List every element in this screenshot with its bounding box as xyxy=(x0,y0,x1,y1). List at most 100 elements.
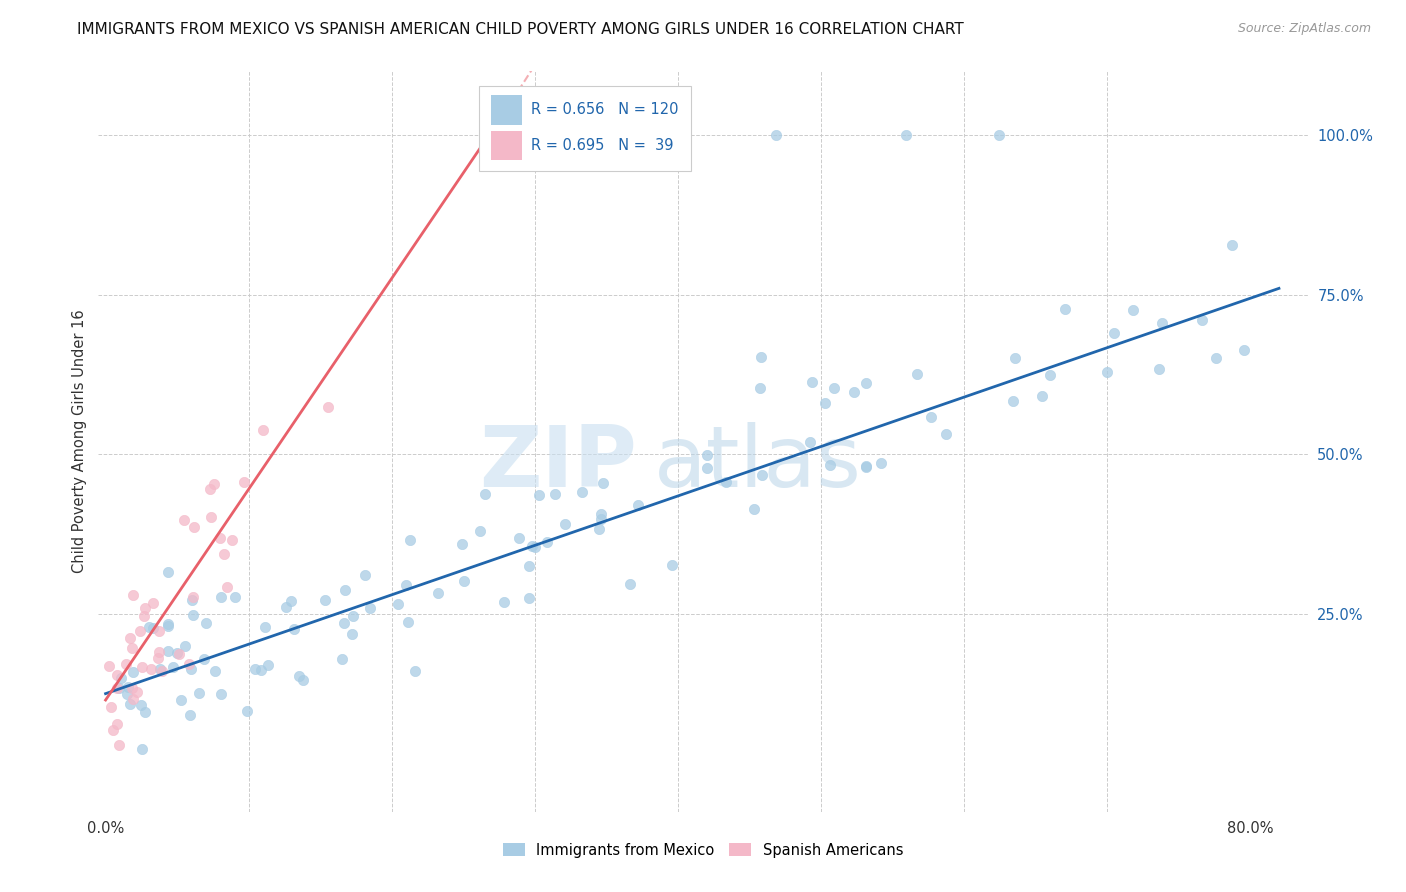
Point xyxy=(820,458,842,473)
FancyBboxPatch shape xyxy=(479,87,690,171)
Point xyxy=(508,531,530,545)
Point xyxy=(215,580,238,594)
Point xyxy=(1122,303,1144,318)
Point xyxy=(288,669,311,683)
Point xyxy=(105,716,128,731)
Point xyxy=(131,698,153,712)
Point xyxy=(129,624,152,638)
Point xyxy=(177,657,200,671)
Point xyxy=(148,624,170,639)
Point xyxy=(524,540,547,554)
Point xyxy=(283,623,305,637)
Point xyxy=(115,657,138,672)
Point xyxy=(453,574,475,589)
Point xyxy=(748,381,770,395)
Point xyxy=(600,128,623,143)
Point xyxy=(855,459,877,474)
Point xyxy=(156,644,179,658)
Point xyxy=(574,128,596,143)
Point xyxy=(121,681,143,695)
Point xyxy=(318,401,340,415)
Point xyxy=(571,484,593,499)
Point xyxy=(110,671,132,685)
Point xyxy=(395,578,418,592)
Point xyxy=(200,510,222,524)
Point xyxy=(714,475,737,489)
Point xyxy=(236,704,259,718)
Point xyxy=(799,434,821,449)
Text: Source: ZipAtlas.com: Source: ZipAtlas.com xyxy=(1237,22,1371,36)
Point xyxy=(988,128,1011,143)
Point xyxy=(107,681,129,695)
Point xyxy=(1233,343,1256,357)
Point xyxy=(118,698,141,712)
Point xyxy=(359,600,381,615)
Point xyxy=(212,547,235,561)
Point xyxy=(105,668,128,682)
Point xyxy=(330,652,353,666)
Point xyxy=(208,531,231,545)
Point xyxy=(280,594,302,608)
Point xyxy=(574,128,596,143)
Point xyxy=(661,558,683,573)
Point xyxy=(170,692,193,706)
Point xyxy=(751,468,773,483)
Point xyxy=(134,601,156,615)
Point xyxy=(146,651,169,665)
Point xyxy=(1038,368,1060,382)
Point xyxy=(1205,351,1227,365)
Point xyxy=(905,367,928,381)
Point xyxy=(122,589,145,603)
FancyBboxPatch shape xyxy=(492,95,522,125)
Point xyxy=(149,662,172,676)
Point xyxy=(589,512,612,526)
Point xyxy=(142,622,165,636)
Point xyxy=(253,620,276,634)
Point xyxy=(209,687,232,701)
Point xyxy=(1220,238,1243,252)
Point xyxy=(233,475,256,489)
Point xyxy=(1031,389,1053,403)
Point xyxy=(335,582,357,597)
Point xyxy=(1095,365,1118,379)
Point xyxy=(103,723,125,738)
Point xyxy=(132,609,155,624)
Point xyxy=(98,658,121,673)
Point xyxy=(157,619,180,633)
Text: atlas: atlas xyxy=(654,422,862,505)
Point xyxy=(193,651,215,665)
Point xyxy=(934,427,956,442)
Point xyxy=(588,522,610,536)
Point xyxy=(673,128,696,143)
Point xyxy=(342,608,364,623)
Point xyxy=(855,460,877,475)
Point xyxy=(520,539,543,553)
Point xyxy=(117,680,139,694)
Point xyxy=(451,537,474,551)
Point xyxy=(107,738,129,752)
Text: R = 0.695   N =  39: R = 0.695 N = 39 xyxy=(531,138,673,153)
Point xyxy=(250,663,273,677)
Point xyxy=(527,487,550,501)
Point xyxy=(869,456,891,470)
Point xyxy=(517,591,540,605)
Point xyxy=(243,662,266,676)
Point xyxy=(426,586,449,600)
Point xyxy=(181,593,204,607)
Point xyxy=(404,665,426,679)
Point xyxy=(204,664,226,678)
Point xyxy=(855,376,877,391)
Point xyxy=(627,498,650,512)
Point xyxy=(1002,394,1025,409)
FancyBboxPatch shape xyxy=(492,130,522,161)
Text: IMMIGRANTS FROM MEXICO VS SPANISH AMERICAN CHILD POVERTY AMONG GIRLS UNDER 16 CO: IMMIGRANTS FROM MEXICO VS SPANISH AMERIC… xyxy=(77,22,965,37)
Point xyxy=(105,681,128,695)
Point xyxy=(276,599,298,614)
Point xyxy=(195,615,218,630)
Point xyxy=(138,620,160,634)
Point xyxy=(209,590,232,604)
Point xyxy=(659,128,682,143)
Point xyxy=(181,591,204,605)
Point xyxy=(127,684,149,698)
Point xyxy=(117,687,139,701)
